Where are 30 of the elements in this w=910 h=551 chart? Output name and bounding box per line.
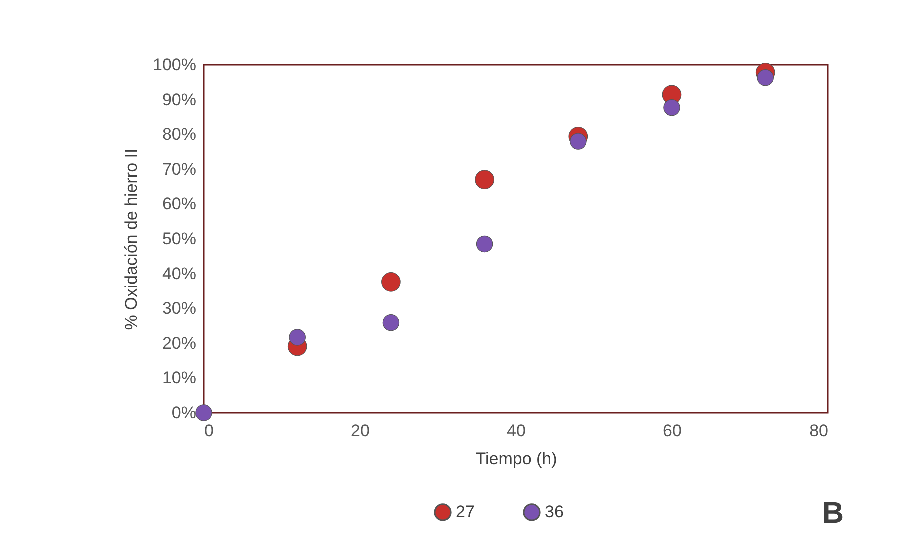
- x-tick-label: 80: [810, 422, 828, 440]
- y-tick-label: 100%: [153, 56, 196, 74]
- point: [289, 329, 306, 346]
- x-tick-label: 40: [507, 422, 526, 440]
- x-axis-title: Tiempo (h): [476, 450, 558, 468]
- y-tick-label: 80%: [162, 125, 196, 144]
- y-tick-label: 50%: [162, 230, 196, 248]
- point: [196, 404, 212, 422]
- x-tick-label: 60: [663, 422, 682, 440]
- y-tick-label: 60%: [162, 194, 196, 214]
- point: [382, 272, 401, 292]
- x-tick-label: 20: [351, 422, 370, 440]
- y-tick-label: 70%: [162, 160, 196, 179]
- point: [382, 314, 400, 332]
- point: [476, 236, 494, 253]
- point: [570, 133, 587, 150]
- y-tick-label: 90%: [162, 90, 196, 110]
- y-tick-label: 40%: [162, 264, 196, 284]
- legend-label: 36: [545, 502, 564, 522]
- point: [757, 70, 774, 86]
- x-tick-label: 0: [204, 422, 214, 440]
- y-tick-label: 10%: [162, 368, 196, 388]
- text: B: [822, 497, 844, 530]
- legend-label: 27: [456, 502, 475, 522]
- y-tick-label: 20%: [162, 334, 196, 353]
- y-tick-label: 0%: [172, 404, 196, 422]
- point: [664, 99, 680, 116]
- y-axis-title: % Oxidación de hierro II: [122, 148, 142, 330]
- point: [475, 170, 494, 190]
- y-tick-label: 30%: [162, 299, 196, 318]
